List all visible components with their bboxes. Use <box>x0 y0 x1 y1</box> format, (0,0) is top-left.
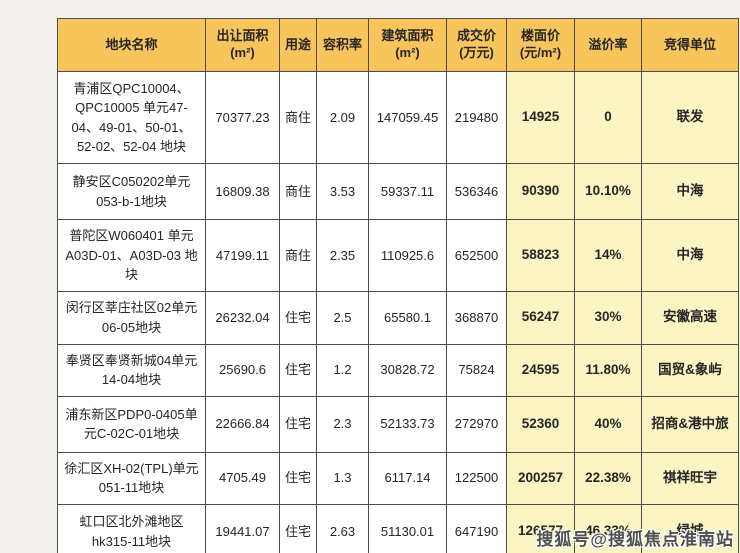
cell-transfer-area: 19441.07 <box>205 503 280 553</box>
column-header-plot-ratio: 容积率 <box>316 18 369 72</box>
table-row: 奉贤区奉贤新城04单元14-04地块 25690.6 住宅 1.2 30828.… <box>57 343 739 397</box>
cell-usage: 商住 <box>279 163 317 220</box>
cell-plot-ratio: 3.53 <box>316 163 369 220</box>
cell-parcel-name: 徐汇区XH-02(TPL)单元051-11地块 <box>57 451 206 505</box>
cell-deal-price: 75824 <box>446 343 507 397</box>
table-row: 徐汇区XH-02(TPL)单元051-11地块 4705.49 住宅 1.3 6… <box>57 451 739 505</box>
cell-winning-bidder: 联发 <box>641 71 739 164</box>
cell-parcel-name: 闵行区莘庄社区02单元06-05地块 <box>57 290 206 345</box>
cell-premium-rate: 30% <box>574 290 642 345</box>
column-header-premium-rate: 溢价率 <box>574 18 642 72</box>
cell-winning-bidder: 安徽高速 <box>641 290 739 345</box>
cell-premium-rate: 46.33% <box>574 503 642 553</box>
column-header-transfer-area: 出让面积 (m²) <box>205 18 280 72</box>
cell-premium-rate: 40% <box>574 395 642 453</box>
column-header-winning-bidder: 竞得单位 <box>641 18 739 72</box>
cell-plot-ratio: 1.2 <box>316 343 369 397</box>
table-row: 普陀区W060401 单元A03D-01、A03D-03 地块 47199.11… <box>57 219 739 292</box>
table-row: 浦东新区PDP0-0405单元C-02C-01地块 22666.84 住宅 2.… <box>57 395 739 453</box>
cell-deal-price: 122500 <box>446 451 507 505</box>
cell-transfer-area: 26232.04 <box>205 290 280 345</box>
table-row: 青浦区QPC10004、QPC10005 单元47-04、49-01、50-01… <box>57 71 739 164</box>
cell-winning-bidder: 绿城 <box>641 503 739 553</box>
cell-transfer-area: 47199.11 <box>205 219 280 292</box>
table-row: 静安区C050202单元053-b-1地块 16809.38 商住 3.53 5… <box>57 163 739 220</box>
cell-transfer-area: 4705.49 <box>205 451 280 505</box>
table-row: 虹口区北外滩地区hk315-11地块 19441.07 住宅 2.63 5113… <box>57 503 739 553</box>
cell-plot-ratio: 2.35 <box>316 219 369 292</box>
cell-winning-bidder: 国贸&象屿 <box>641 343 739 397</box>
land-parcel-table: 地块名称 出让面积 (m²) 用途 容积率 建筑面积 (m²) 成交价 (万元)… <box>57 18 739 553</box>
header-row: 地块名称 出让面积 (m²) 用途 容积率 建筑面积 (m²) 成交价 (万元)… <box>57 18 739 72</box>
cell-premium-rate: 0 <box>574 71 642 164</box>
cell-premium-rate: 10.10% <box>574 163 642 220</box>
cell-transfer-area: 22666.84 <box>205 395 280 453</box>
cell-transfer-area: 70377.23 <box>205 71 280 164</box>
cell-parcel-name: 静安区C050202单元053-b-1地块 <box>57 163 206 220</box>
cell-plot-ratio: 2.63 <box>316 503 369 553</box>
cell-building-area: 147059.45 <box>368 71 447 164</box>
cell-building-area: 110925.6 <box>368 219 447 292</box>
cell-deal-price: 219480 <box>446 71 507 164</box>
column-header-floor-price: 楼面价 (元/m²) <box>506 18 575 72</box>
cell-plot-ratio: 1.3 <box>316 451 369 505</box>
cell-building-area: 51130.01 <box>368 503 447 553</box>
cell-floor-price: 126577 <box>506 503 575 553</box>
cell-floor-price: 56247 <box>506 290 575 345</box>
cell-deal-price: 368870 <box>446 290 507 345</box>
cell-floor-price: 90390 <box>506 163 575 220</box>
cell-plot-ratio: 2.09 <box>316 71 369 164</box>
cell-building-area: 6117.14 <box>368 451 447 505</box>
cell-floor-price: 14925 <box>506 71 575 164</box>
cell-winning-bidder: 中海 <box>641 219 739 292</box>
column-header-deal-price: 成交价 (万元) <box>446 18 507 72</box>
cell-premium-rate: 11.80% <box>574 343 642 397</box>
cell-building-area: 52133.73 <box>368 395 447 453</box>
cell-parcel-name: 普陀区W060401 单元A03D-01、A03D-03 地块 <box>57 219 206 292</box>
cell-transfer-area: 25690.6 <box>205 343 280 397</box>
cell-building-area: 30828.72 <box>368 343 447 397</box>
cell-parcel-name: 奉贤区奉贤新城04单元14-04地块 <box>57 343 206 397</box>
cell-premium-rate: 22.38% <box>574 451 642 505</box>
cell-deal-price: 647190 <box>446 503 507 553</box>
cell-floor-price: 58823 <box>506 219 575 292</box>
cell-parcel-name: 虹口区北外滩地区hk315-11地块 <box>57 503 206 553</box>
cell-usage: 商住 <box>279 219 317 292</box>
cell-premium-rate: 14% <box>574 219 642 292</box>
sohu-watermark: 搜狐号@搜狐焦点淮南站 <box>536 530 734 549</box>
cell-deal-price: 272970 <box>446 395 507 453</box>
cell-floor-price: 52360 <box>506 395 575 453</box>
cell-transfer-area: 16809.38 <box>205 163 280 220</box>
cell-plot-ratio: 2.3 <box>316 395 369 453</box>
column-header-parcel-name: 地块名称 <box>57 18 206 72</box>
cell-usage: 住宅 <box>279 451 317 505</box>
cell-parcel-name: 青浦区QPC10004、QPC10005 单元47-04、49-01、50-01… <box>57 71 206 164</box>
cell-usage: 住宅 <box>279 343 317 397</box>
cell-building-area: 59337.11 <box>368 163 447 220</box>
cell-usage: 商住 <box>279 71 317 164</box>
cell-usage: 住宅 <box>279 395 317 453</box>
cell-winning-bidder: 祺祥旺宇 <box>641 451 739 505</box>
cell-winning-bidder: 中海 <box>641 163 739 220</box>
cell-deal-price: 652500 <box>446 219 507 292</box>
cell-usage: 住宅 <box>279 503 317 553</box>
cell-plot-ratio: 2.5 <box>316 290 369 345</box>
cell-floor-price: 200257 <box>506 451 575 505</box>
table-row: 闵行区莘庄社区02单元06-05地块 26232.04 住宅 2.5 65580… <box>57 290 739 345</box>
cell-parcel-name: 浦东新区PDP0-0405单元C-02C-01地块 <box>57 395 206 453</box>
cell-floor-price: 24595 <box>506 343 575 397</box>
cell-deal-price: 536346 <box>446 163 507 220</box>
column-header-building-area: 建筑面积 (m²) <box>368 18 447 72</box>
cell-building-area: 65580.1 <box>368 290 447 345</box>
column-header-usage: 用途 <box>279 18 317 72</box>
cell-usage: 住宅 <box>279 290 317 345</box>
cell-winning-bidder: 招商&港中旅 <box>641 395 739 453</box>
